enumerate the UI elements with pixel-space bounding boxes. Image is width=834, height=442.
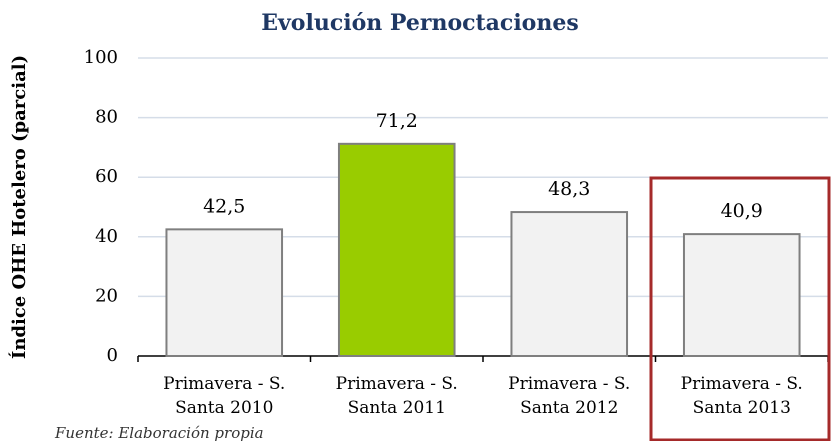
value-label: 40,9 bbox=[721, 200, 763, 222]
value-label: 71,2 bbox=[376, 110, 418, 132]
source: Fuente: Elaboración propia bbox=[55, 424, 264, 442]
value-label: 42,5 bbox=[203, 195, 245, 217]
x-tick-label: Primavera - S. Santa 2012 bbox=[508, 374, 631, 418]
y-axis-label: Índice OHE Hotelero (parcial) bbox=[7, 55, 30, 359]
bar bbox=[510, 211, 629, 357]
x-tick-label: Primavera - S. Santa 2011 bbox=[335, 374, 458, 418]
y-tick-label: 60 bbox=[95, 166, 118, 187]
bar bbox=[165, 228, 284, 358]
y-tick-label: 20 bbox=[95, 285, 118, 306]
bar bbox=[682, 233, 801, 357]
x-tick-label: Primavera - S. Santa 2013 bbox=[680, 374, 803, 418]
bar bbox=[337, 142, 456, 357]
x-tick-label: Primavera - S. Santa 2010 bbox=[163, 374, 286, 418]
y-tick-label: 80 bbox=[95, 107, 118, 128]
y-tick-label: 100 bbox=[84, 47, 118, 68]
highlight-box bbox=[649, 176, 831, 441]
value-label: 48,3 bbox=[548, 178, 590, 200]
chart-title: Evolución Pernoctaciones bbox=[261, 10, 579, 36]
y-tick-label: 0 bbox=[107, 345, 118, 366]
y-tick-label: 40 bbox=[95, 226, 118, 247]
